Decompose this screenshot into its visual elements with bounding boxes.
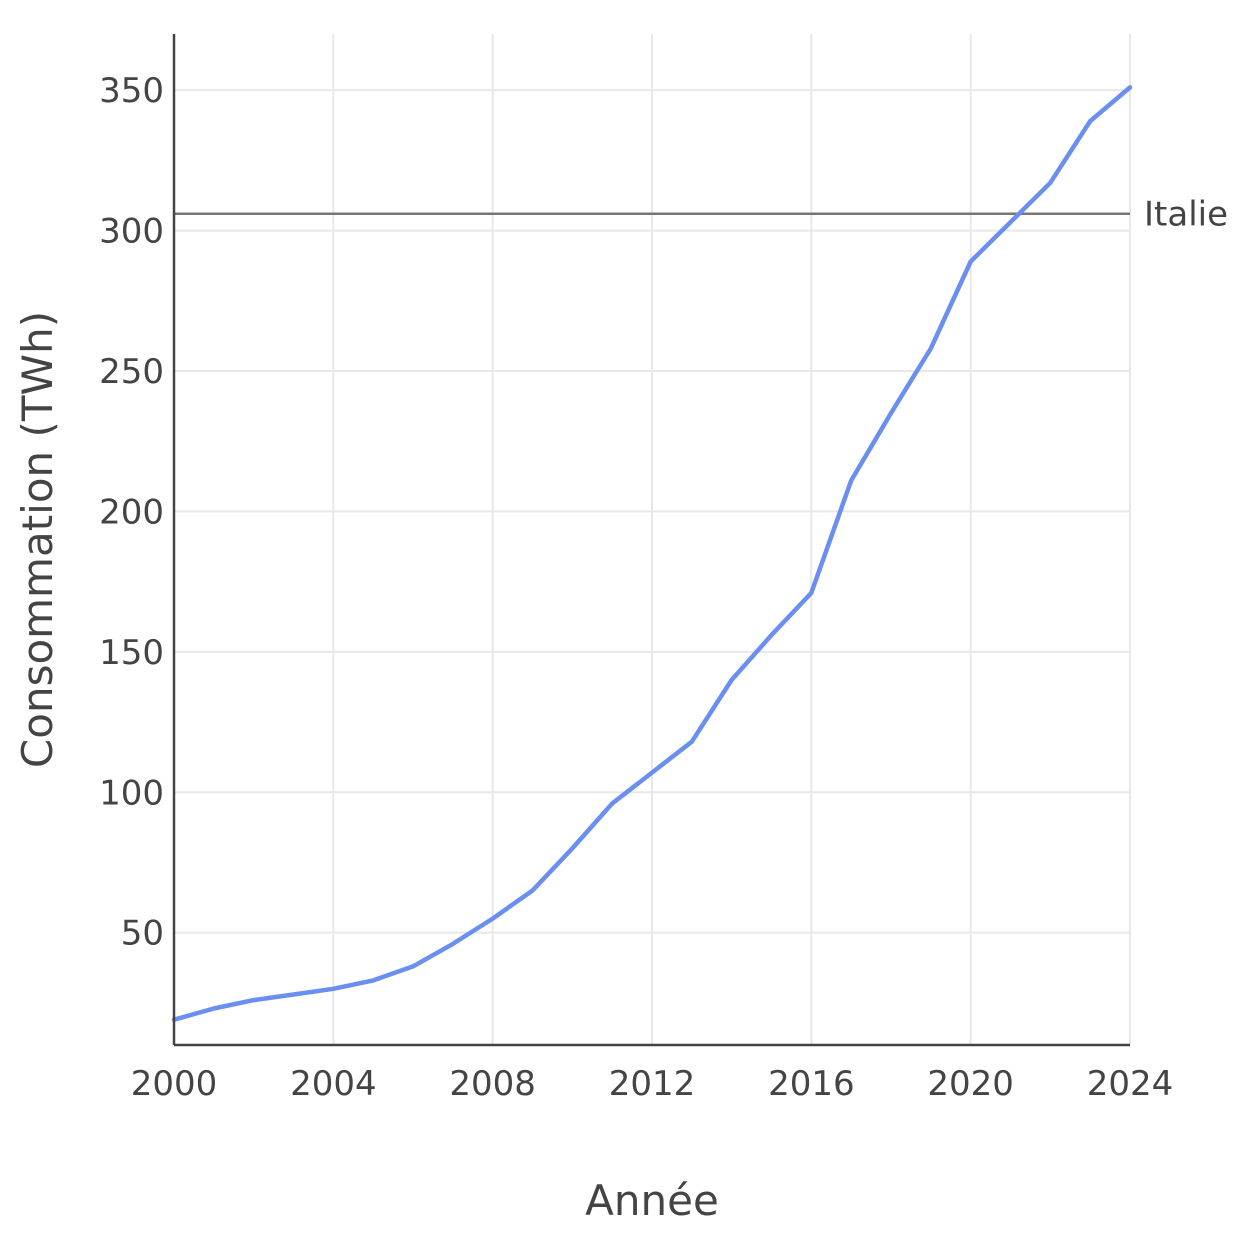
y-tick-label: 350 xyxy=(99,71,164,111)
y-tick-label: 100 xyxy=(99,773,164,813)
x-gridlines xyxy=(332,34,1131,1045)
y-tick-label: 250 xyxy=(99,352,164,392)
x-tick-label: 2004 xyxy=(290,1064,377,1104)
x-tick-label: 2012 xyxy=(609,1064,696,1104)
x-tick-label: 2000 xyxy=(131,1064,218,1104)
series-line xyxy=(171,85,1133,1022)
x-tick-label: 2016 xyxy=(768,1064,855,1104)
y-tick-labels: 50 100 150 200 250 300 350 xyxy=(99,71,164,954)
y-tick-label: 50 xyxy=(121,914,164,954)
series-group xyxy=(171,85,1133,1022)
reference-line-label: Italie xyxy=(1144,195,1228,235)
y-tick-label: 300 xyxy=(99,212,164,252)
reference-line-group: Italie xyxy=(174,195,1228,235)
x-tick-label: 2020 xyxy=(927,1064,1014,1104)
y-gridlines xyxy=(174,89,1130,934)
y-tick-label: 200 xyxy=(99,492,164,532)
x-tick-labels: 2000 2004 2008 2012 2016 2020 2024 xyxy=(131,1064,1174,1104)
x-tick-label: 2024 xyxy=(1087,1064,1174,1104)
x-axis-title: Année xyxy=(585,1176,719,1225)
y-tick-label: 150 xyxy=(99,633,164,673)
x-tick-label: 2008 xyxy=(449,1064,536,1104)
y-axis-title: Consommation (TWh) xyxy=(13,311,62,768)
